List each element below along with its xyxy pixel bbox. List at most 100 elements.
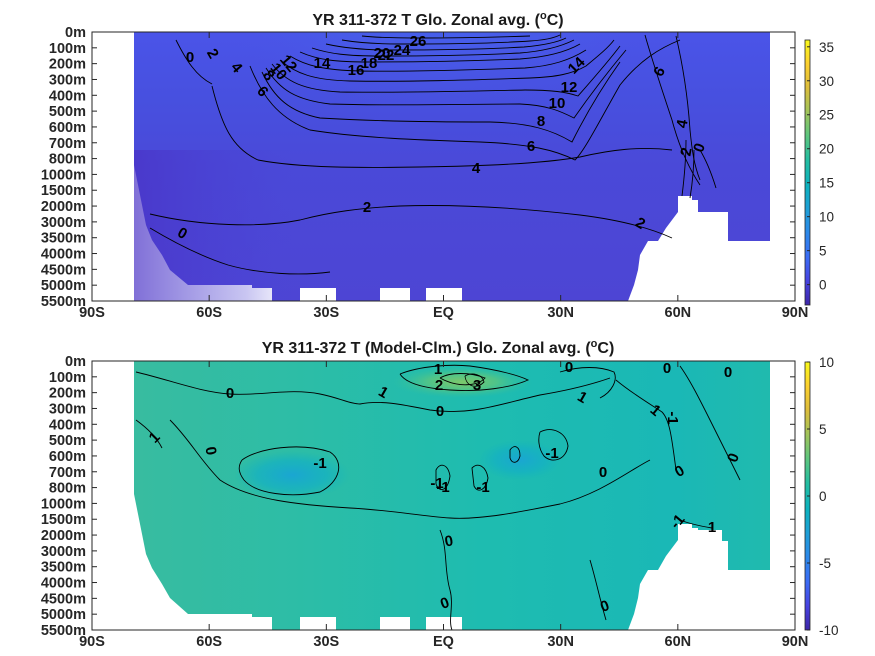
bottom-ytick-label: 2000m bbox=[41, 528, 86, 544]
top-ytick-label: 300m bbox=[49, 72, 86, 88]
top-contour-0-deep bbox=[149, 227, 331, 275]
bottom-cb-tick-label: 0 bbox=[819, 489, 827, 504]
top-ytick-label: 0m bbox=[65, 25, 86, 41]
top-cb-tick-label: 15 bbox=[819, 176, 834, 191]
bot-clabel-3: 3 bbox=[473, 377, 481, 394]
top-clabel-10-mid: 10 bbox=[549, 95, 566, 112]
top-contour-22 bbox=[325, 37, 567, 51]
bottom-contour-neg1-south bbox=[238, 446, 340, 496]
top-warm-pool bbox=[270, 32, 620, 182]
top-title-super: o bbox=[540, 10, 547, 22]
top-xtick-label: EQ bbox=[433, 305, 454, 321]
bottom-contour-0-north bbox=[559, 367, 616, 399]
top-cb-tick-label: 10 bbox=[819, 210, 834, 225]
bot-clabel-neg1-d: -1 bbox=[476, 479, 489, 496]
top-clabel-18: 18 bbox=[361, 55, 378, 72]
bot-clabel-0-g: 0 bbox=[599, 464, 607, 481]
top-ytick-label: 1000m bbox=[41, 167, 86, 183]
top-contour-14 bbox=[279, 39, 615, 82]
top-panel: YR 311-372 T Glo. Zonal avg. (oC) bbox=[41, 10, 834, 321]
top-ytick-label: 1500m bbox=[41, 183, 86, 199]
top-southern-cool bbox=[134, 150, 294, 301]
bottom-cool-anomaly-south bbox=[234, 451, 350, 499]
bottom-axes: 90S 60S 30S EQ 30N 60N 90N0m100m200m300m400m50… bbox=[41, 354, 808, 650]
top-clabel-0: 0 bbox=[186, 49, 194, 66]
bot-clabel-2: 2 bbox=[435, 377, 443, 394]
top-axes: 90S 60S 30S EQ 30N 60N 90N0m100m200m300m400m50… bbox=[41, 25, 808, 321]
top-clabel-2-north-b: 2 bbox=[677, 146, 695, 157]
top-ytick-label: 3500m bbox=[41, 231, 86, 247]
bot-clabel-1: 1 bbox=[434, 361, 442, 378]
top-clabel-4-north: 4 bbox=[673, 118, 691, 130]
top-ytick-label: 5500m bbox=[41, 294, 86, 310]
top-cb-tick-label: 35 bbox=[819, 40, 834, 55]
top-contour-0 bbox=[175, 39, 213, 85]
top-contour-6 bbox=[249, 39, 681, 161]
top-ytick-label: 500m bbox=[49, 104, 86, 120]
bottom-colorbar: 10 5 0 -5 -10 bbox=[804, 355, 839, 638]
top-contour-north-6 bbox=[644, 34, 701, 186]
bottom-panel: YR 311-372 T (Model-Clm.) Glo. Zonal avg… bbox=[41, 338, 839, 650]
top-field bbox=[134, 32, 770, 301]
bottom-xtick-label: 30N bbox=[547, 634, 574, 650]
top-contour-26 bbox=[361, 35, 531, 39]
bottom-contour-neg1-mid bbox=[435, 429, 569, 491]
top-contour-2 bbox=[149, 205, 673, 239]
bottom-ytick-label: 4000m bbox=[41, 576, 86, 592]
top-clabel-14: 14 bbox=[314, 55, 331, 72]
top-xtick-label: 60N bbox=[665, 305, 692, 321]
bottom-ytick-label: 300m bbox=[49, 401, 86, 417]
top-clabel-16: 16 bbox=[348, 62, 365, 79]
top-ytick-label: 5000m bbox=[41, 278, 86, 294]
bottom-ytick-label: 3500m bbox=[41, 560, 86, 576]
top-clabel-6-mid: 6 bbox=[527, 138, 535, 155]
top-cb-tick-label: 20 bbox=[819, 142, 834, 157]
top-title-text: YR 311-372 T Glo. Zonal avg. ( bbox=[312, 12, 540, 29]
bottom-contour-0-mid bbox=[169, 419, 651, 519]
top-ytick-label: 700m bbox=[49, 136, 86, 152]
bottom-xtick-label: 30S bbox=[313, 634, 339, 650]
bot-clabel-1-e: 1 bbox=[708, 519, 716, 536]
top-ytick-label: 2000m bbox=[41, 199, 86, 215]
bot-clabel-0-f: 0 bbox=[201, 445, 219, 456]
top-contour-12 bbox=[271, 45, 621, 97]
bottom-field bbox=[134, 361, 770, 630]
bottom-contour-2 bbox=[439, 373, 486, 386]
bottom-ytick-label: 0m bbox=[65, 354, 86, 370]
bottom-contour-1-inner bbox=[399, 364, 530, 391]
top-ytick-label: 800m bbox=[49, 152, 86, 168]
top-xtick-label: 90N bbox=[782, 305, 809, 321]
bottom-ytick-label: 4500m bbox=[41, 591, 86, 607]
bottom-ytick-label: 400m bbox=[49, 417, 86, 433]
top-ytick-label: 200m bbox=[49, 57, 86, 73]
bottom-xtick-label: 90N bbox=[782, 634, 809, 650]
top-xtick-label: 90S bbox=[79, 305, 105, 321]
bottom-contour-1-north bbox=[615, 379, 677, 471]
top-cb-tick-label: 25 bbox=[819, 108, 834, 123]
bottom-ytick-label: 500m bbox=[49, 433, 86, 449]
bottom-ytick-label: 1000m bbox=[41, 496, 86, 512]
bot-clabel-0-e: 0 bbox=[436, 403, 444, 420]
bottom-ocean-area bbox=[134, 361, 770, 630]
top-contour-8 bbox=[261, 61, 621, 143]
bottom-ytick-label: 5500m bbox=[41, 623, 86, 639]
bottom-contour-3 bbox=[464, 373, 485, 387]
top-xtick-label: 60S bbox=[196, 305, 222, 321]
bottom-contour-1-south bbox=[135, 419, 163, 449]
bottom-contour-0-upper bbox=[135, 371, 611, 413]
top-contour-north-2 bbox=[681, 139, 695, 199]
top-clabel-8-mid: 8 bbox=[537, 113, 545, 130]
bottom-xtick-label: 60N bbox=[665, 634, 692, 650]
bottom-xtick-label: 90S bbox=[79, 634, 105, 650]
top-ytick-label: 4000m bbox=[41, 247, 86, 263]
top-contours bbox=[149, 34, 717, 275]
bottom-xtick-label: 60S bbox=[196, 634, 222, 650]
top-contour-north-0 bbox=[699, 149, 717, 189]
top-colorbar-ticks: 35 30 25 20 15 10 5 0 bbox=[807, 40, 834, 293]
top-title-end: C) bbox=[547, 12, 564, 29]
top-clabel-20: 20 bbox=[374, 45, 391, 62]
top-contour-18 bbox=[299, 43, 581, 63]
bottom-ytick-label: 600m bbox=[49, 449, 86, 465]
top-clabel-4-mid: 4 bbox=[472, 160, 481, 177]
